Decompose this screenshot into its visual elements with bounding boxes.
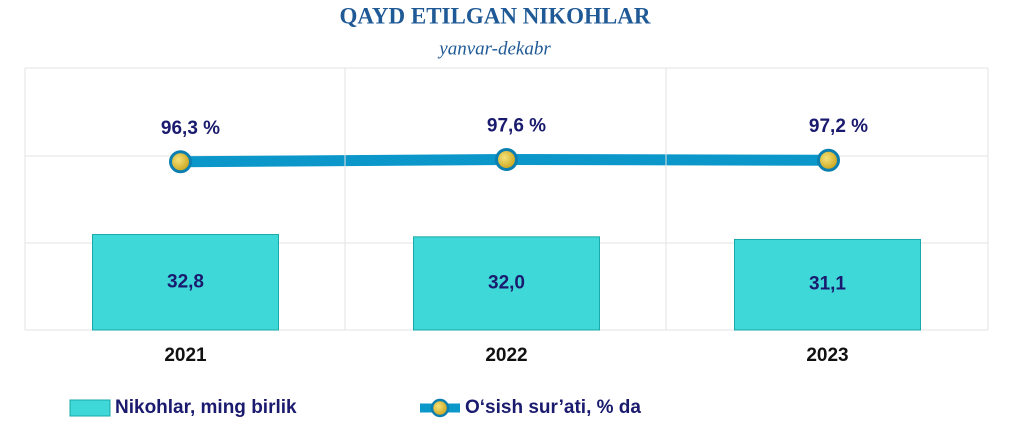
bar-value-label: 32,0 — [488, 272, 525, 293]
line-value-label: 97,6 % — [487, 116, 546, 137]
bar-value-label: 32,8 — [167, 271, 204, 292]
line-marker — [495, 148, 518, 172]
line-marker — [169, 150, 192, 174]
legend-label: Nikohlar, ming birlik — [115, 397, 297, 418]
x-tick-label: 2022 — [485, 345, 527, 366]
plot-grid-vertical — [344, 68, 667, 330]
legend-label: O‘sish sur’ati, % da — [465, 397, 641, 418]
chart-subtitle: yanvar-dekabr — [437, 38, 551, 59]
legend-marker — [430, 398, 450, 418]
x-tick-label: 2023 — [806, 345, 848, 366]
line-marker — [817, 148, 840, 172]
bar — [92, 234, 279, 331]
x-tick-label: 2021 — [164, 345, 207, 366]
chart-title: QAYD ETILGAN NIKOHLAR — [340, 3, 651, 28]
bar — [734, 238, 921, 331]
line-value-label: 96,3 % — [161, 118, 220, 139]
legend-swatch — [69, 399, 111, 417]
bar-value-label: 31,1 — [809, 274, 846, 295]
bar — [413, 236, 600, 331]
line-value-label: 97,2 % — [809, 116, 868, 137]
